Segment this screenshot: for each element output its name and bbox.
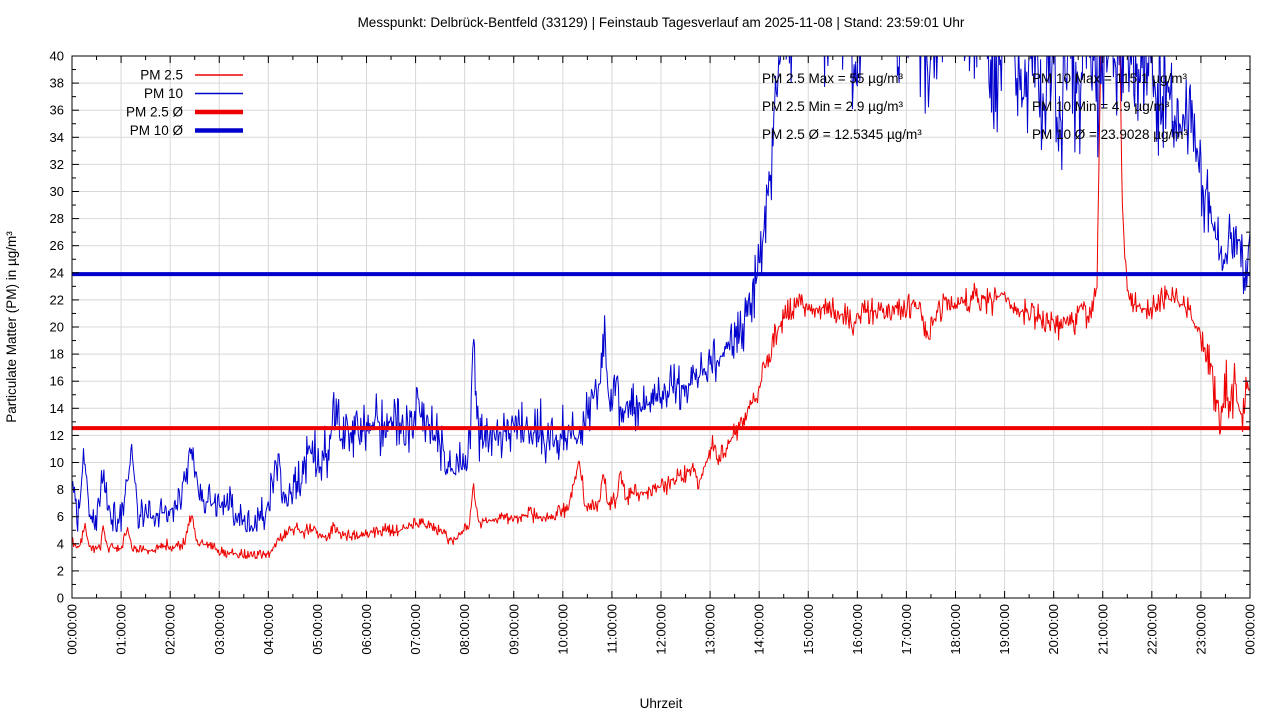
pm25-stats-annotation: PM 2.5 Max = 55 µg/m³ PM 2.5 Min = 2.9 µ… — [762, 71, 922, 142]
grid-lines — [72, 56, 1250, 598]
y-tick-label: 18 — [50, 347, 64, 362]
x-tick-label: 04:00:00 — [261, 604, 276, 655]
y-tick-label: 10 — [50, 455, 64, 470]
x-tick-labels: 00:00:00 01:00:00 02:00:00 03:00:00 04:00:00… — [65, 604, 1258, 655]
x-tick-label: 01:00:00 — [114, 604, 129, 655]
data-series — [72, 56, 1250, 559]
y-tick-label: 14 — [50, 401, 64, 416]
y-tick-label: 16 — [50, 374, 64, 389]
plot-border — [71, 55, 1251, 599]
x-tick-label: 03:00:00 — [212, 604, 227, 655]
pm10-min-text: PM 10 Min = 4.9 µg/m³ — [1032, 99, 1170, 114]
pm25-max-text: PM 2.5 Max = 55 µg/m³ — [762, 71, 903, 86]
x-tick-label: 17:00:00 — [899, 604, 914, 655]
legend-label-pm10: PM 10 — [144, 86, 183, 101]
x-tick-label: 13:00:00 — [703, 604, 718, 655]
x-tick-label: 21:00:00 — [1095, 604, 1110, 655]
y-tick-label: 26 — [50, 238, 64, 253]
x-tick-label: 11:00:00 — [604, 604, 619, 654]
y-tick-label: 34 — [50, 130, 64, 145]
axis-ticks — [71, 55, 1251, 599]
y-tick-label: 2 — [57, 563, 64, 578]
legend-label-pm25: PM 2.5 — [140, 68, 183, 83]
x-tick-label: 19:00:00 — [997, 604, 1012, 655]
y-tick-label: 22 — [50, 292, 64, 307]
x-tick-label: 05:00:00 — [310, 604, 325, 655]
y-tick-label: 40 — [50, 49, 64, 64]
pm25-avg-text: PM 2.5 Ø = 12.5345 µg/m³ — [762, 127, 922, 142]
x-axis-label: Uhrzeit — [640, 696, 683, 711]
legend-sample-lines — [195, 74, 243, 133]
x-tick-label: 23:00:00 — [1193, 604, 1208, 655]
y-tick-label: 6 — [57, 509, 64, 524]
legend-label-pm10-avg: PM 10 Ø — [130, 123, 184, 138]
y-tick-label: 12 — [50, 428, 64, 443]
pm10-avg-text: PM 10 Ø = 23.9028 µg/m³ — [1032, 127, 1188, 142]
x-tick-label: 16:00:00 — [850, 604, 865, 655]
y-tick-label: 30 — [50, 184, 64, 199]
x-tick-label: 00:00:00 — [65, 604, 80, 655]
legend-label-pm25-avg: PM 2.5 Ø — [126, 105, 184, 120]
x-tick-label: 20:00:00 — [1046, 604, 1061, 655]
y-tick-label: 36 — [50, 103, 64, 118]
y-tick-label: 0 — [57, 591, 64, 606]
x-tick-label: 10:00:00 — [555, 604, 570, 655]
pm10-max-text: PM 10 Max = 115.1 µg/m³ — [1032, 71, 1187, 86]
x-tick-label: 22:00:00 — [1144, 604, 1159, 655]
pm25-series-line — [72, 56, 1250, 559]
x-tick-label: 15:00:00 — [801, 604, 816, 655]
chart-title: Messpunkt: Delbrück-Bentfeld (33129) | F… — [358, 15, 965, 30]
x-tick-label: 07:00:00 — [408, 604, 423, 655]
x-tick-label: 14:00:00 — [752, 604, 767, 655]
y-tick-label: 4 — [57, 536, 64, 551]
average-lines — [72, 272, 1250, 431]
x-tick-label: 00:00:00 — [1243, 604, 1258, 655]
y-tick-label: 8 — [57, 482, 64, 497]
x-tick-label: 09:00:00 — [506, 604, 521, 655]
x-tick-label: 12:00:00 — [654, 604, 669, 655]
y-tick-label: 38 — [50, 76, 64, 91]
x-tick-label: 18:00:00 — [948, 604, 963, 655]
x-tick-label: 02:00:00 — [163, 604, 178, 655]
pm25-min-text: PM 2.5 Min = 2.9 µg/m³ — [762, 99, 903, 114]
y-tick-label: 20 — [50, 320, 64, 335]
y-axis-label: Particulate Matter (PM) in µg/m³ — [4, 231, 19, 423]
legend: PM 2.5 PM 10 PM 2.5 Ø PM 10 Ø — [126, 68, 243, 138]
y-tick-label: 28 — [50, 211, 64, 226]
y-tick-label: 32 — [50, 157, 64, 172]
x-tick-label: 06:00:00 — [359, 604, 374, 655]
x-tick-label: 08:00:00 — [457, 604, 472, 655]
pm10-stats-annotation: PM 10 Max = 115.1 µg/m³ PM 10 Min = 4.9 … — [1032, 71, 1188, 142]
y-tick-label: 24 — [50, 265, 64, 280]
pm10-series-line — [72, 56, 1250, 533]
